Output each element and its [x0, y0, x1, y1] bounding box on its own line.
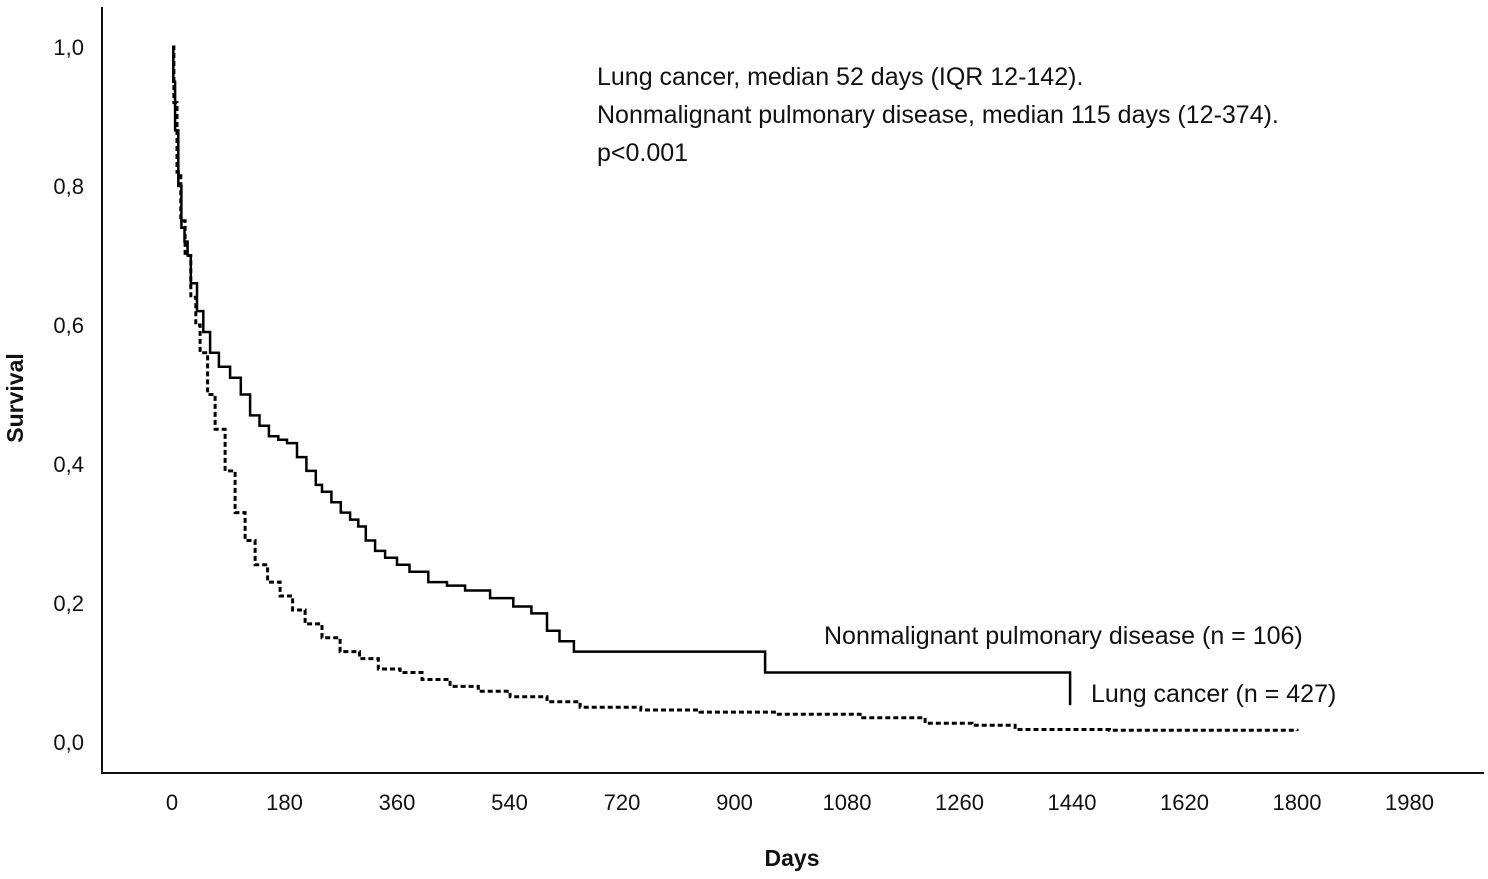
x-tick-label: 0 — [166, 790, 178, 815]
x-tick-label: 1980 — [1385, 790, 1434, 815]
y-tick-label: 0,4 — [53, 452, 84, 477]
series-line-nonmalignant — [172, 45, 1072, 706]
y-tick-label: 1,0 — [53, 35, 84, 60]
y-tick-labels: 0,0 0,2 0,4 0,6 0,8 1,0 — [53, 35, 84, 755]
series-layer — [172, 45, 1299, 732]
y-tick-label: 0,6 — [53, 313, 84, 338]
x-tick-label: 1080 — [823, 790, 872, 815]
y-tick-label: 0,2 — [53, 591, 84, 616]
annotation-block: Lung cancer, median 52 days (IQR 12-142)… — [597, 63, 1279, 167]
x-tick-label: 1440 — [1048, 790, 1097, 815]
series-label-lung-cancer: Lung cancer (n = 427) — [1091, 680, 1336, 708]
series-line-lung-cancer — [172, 45, 1299, 732]
x-tick-labels: 0 180 360 540 720 900 1080 1260 1440 1620 1800 1980 — [166, 790, 1434, 815]
series-label-nonmalignant: Nonmalignant pulmonary disease (n = 106) — [824, 622, 1303, 650]
annotation-p-value: p<0.001 — [597, 139, 688, 167]
x-axis-title: Days — [765, 845, 820, 871]
x-tick-label: 360 — [379, 790, 416, 815]
x-tick-label: 900 — [716, 790, 753, 815]
x-tick-label: 1260 — [935, 790, 984, 815]
x-tick-label: 720 — [604, 790, 641, 815]
annotation-lung-cancer-median: Lung cancer, median 52 days (IQR 12-142)… — [597, 63, 1083, 91]
y-tick-label: 0,8 — [53, 174, 84, 199]
annotation-nonmalignant-median: Nonmalignant pulmonary disease, median 1… — [597, 101, 1279, 129]
x-tick-label: 540 — [491, 790, 528, 815]
x-tick-label: 180 — [266, 790, 303, 815]
axes — [101, 7, 1484, 774]
x-tick-label: 1800 — [1273, 790, 1322, 815]
x-tick-label: 1620 — [1160, 790, 1209, 815]
y-axis-title: Survival — [2, 353, 28, 443]
y-tick-label: 0,0 — [53, 730, 84, 755]
